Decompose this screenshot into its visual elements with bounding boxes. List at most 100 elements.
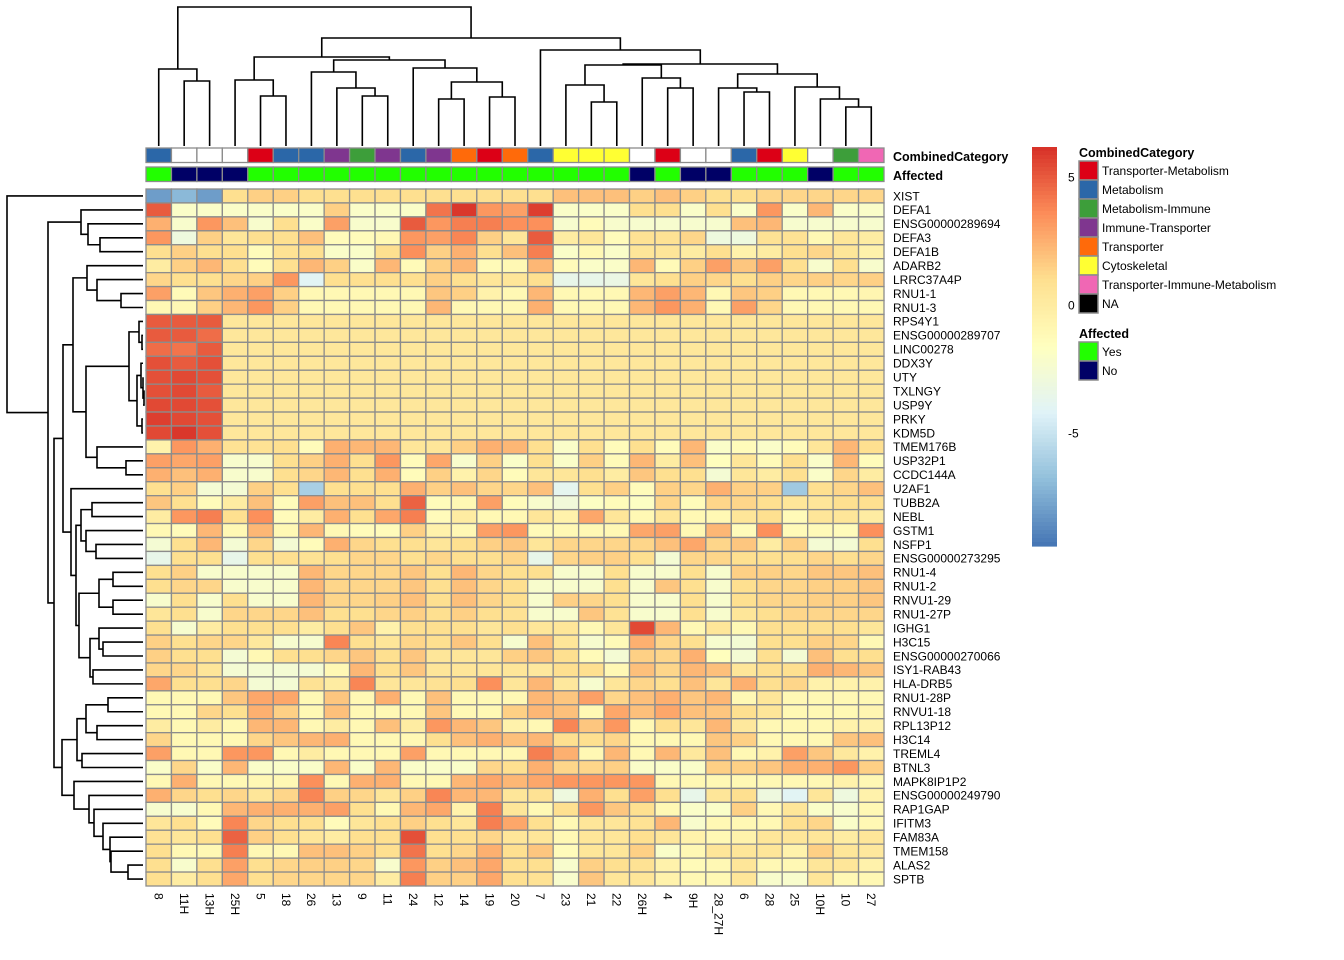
colorbar-segment <box>1032 446 1057 451</box>
heatmap-cell <box>476 495 503 511</box>
heatmap-cell <box>577 244 605 260</box>
heatmap-cell <box>272 606 300 622</box>
heatmap-cell <box>628 592 656 608</box>
heatmap-cell <box>374 439 402 455</box>
annotation-cell-affected <box>145 166 173 183</box>
heatmap-cell <box>425 467 453 483</box>
heatmap-cell <box>399 843 427 859</box>
heatmap-cell <box>501 732 529 748</box>
heatmap-cell <box>272 773 300 790</box>
heatmap-cell <box>781 857 809 873</box>
heatmap-cell <box>781 355 809 371</box>
heatmap-cell <box>272 453 300 469</box>
heatmap-cell <box>272 355 300 371</box>
colorbar-segment <box>1032 418 1057 423</box>
heatmap-cell <box>425 648 453 664</box>
heatmap-cell <box>425 732 453 748</box>
heatmap-cell <box>857 564 885 580</box>
heatmap-cell <box>501 327 529 343</box>
heatmap-cell <box>323 453 351 469</box>
heatmap-cell <box>832 732 860 748</box>
heatmap-cell <box>145 857 173 873</box>
heatmap-cell <box>272 662 300 678</box>
heatmap-cell <box>527 620 554 636</box>
heatmap-cell <box>196 620 223 636</box>
heatmap-cell <box>298 620 325 636</box>
heatmap-cell <box>374 550 402 567</box>
heatmap-cell <box>756 857 783 873</box>
heatmap-cell <box>603 857 631 873</box>
heatmap-cell <box>145 244 173 260</box>
heatmap-cell <box>170 843 198 859</box>
heatmap-cell <box>679 244 707 260</box>
heatmap-cell <box>170 439 198 455</box>
dendrogram-branch <box>584 64 663 85</box>
legend-swatch <box>1078 360 1099 381</box>
colorbar-segment <box>1032 410 1057 415</box>
heatmap-cell <box>628 188 656 204</box>
heatmap-cell <box>603 843 631 859</box>
colorbar-segment <box>1032 390 1057 395</box>
heatmap-cell <box>476 704 503 720</box>
heatmap-cell <box>628 383 656 399</box>
heatmap-cell <box>399 285 427 302</box>
heatmap-cell <box>552 550 580 567</box>
heatmap-cell <box>679 662 707 678</box>
heatmap-cell <box>705 732 732 748</box>
heatmap-cell <box>476 690 503 706</box>
heatmap-cell <box>323 871 351 887</box>
heatmap-cell <box>323 327 351 343</box>
heatmap-cell <box>832 690 860 706</box>
heatmap-cell <box>857 258 885 274</box>
heatmap-cell <box>527 857 554 873</box>
heatmap-cell <box>272 536 300 553</box>
heatmap-cell <box>298 285 325 302</box>
heatmap-cell <box>679 704 707 720</box>
heatmap-cell <box>603 704 631 720</box>
heatmap-cell <box>781 411 809 427</box>
annotation-cell-category <box>577 147 605 164</box>
heatmap-cell <box>247 425 274 441</box>
heatmap-cell <box>399 202 427 218</box>
annotation-cell-category <box>832 147 860 164</box>
heatmap-cell <box>374 801 402 817</box>
dendrogram-branch <box>102 822 143 851</box>
heatmap-cell <box>348 202 376 218</box>
heatmap-cell <box>399 718 427 734</box>
heatmap-cell <box>781 843 809 859</box>
annotation-cell-category <box>196 147 223 164</box>
heatmap-cell <box>705 327 732 343</box>
annotation-cell-affected <box>730 166 758 183</box>
colorbar-segment <box>1032 382 1057 387</box>
heatmap-cell <box>705 453 732 469</box>
colorbar-segment <box>1032 318 1057 324</box>
heatmap-cell <box>196 467 223 483</box>
heatmap-cell <box>679 620 707 636</box>
heatmap-cell <box>628 634 656 650</box>
heatmap-cell <box>527 369 554 385</box>
heatmap-cell <box>628 578 656 594</box>
heatmap-cell <box>577 815 605 831</box>
heatmap-cell <box>832 648 860 664</box>
heatmap-cell <box>450 285 478 302</box>
heatmap-cell <box>552 508 580 525</box>
heatmap-cell <box>577 550 605 567</box>
heatmap-cell <box>348 815 376 831</box>
heatmap-cell <box>654 843 682 859</box>
heatmap-cell <box>374 690 402 706</box>
annotation-cell-category <box>679 147 707 164</box>
colorbar-segment <box>1032 510 1057 515</box>
dendrogram-branch <box>86 264 143 291</box>
heatmap-cell <box>832 718 860 734</box>
heatmap-cell <box>476 801 503 817</box>
heatmap-cell <box>603 564 631 580</box>
heatmap-cell <box>730 564 758 580</box>
heatmap-cell <box>399 550 427 567</box>
colorbar-segment <box>1032 222 1057 228</box>
heatmap-cell <box>196 536 223 553</box>
heatmap-cell <box>577 704 605 720</box>
heatmap-cell <box>298 550 325 567</box>
heatmap-cell <box>807 578 834 594</box>
heatmap-cell <box>145 773 173 790</box>
column-label: 26 <box>304 893 318 907</box>
